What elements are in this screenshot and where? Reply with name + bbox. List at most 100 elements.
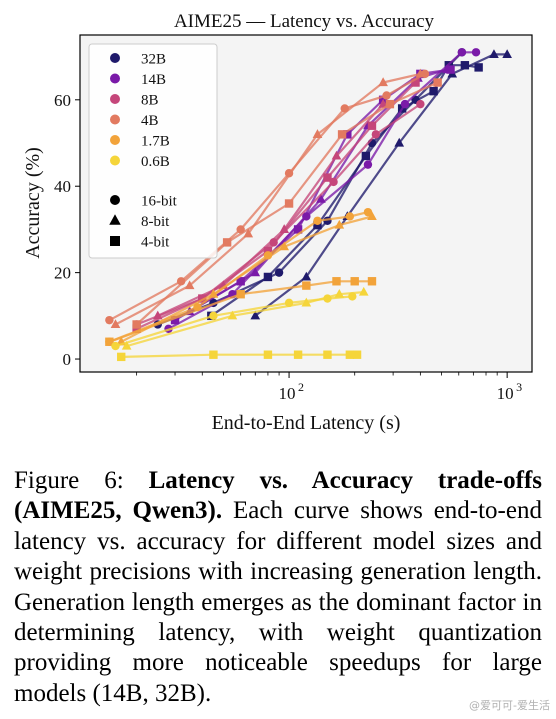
data-point: [184, 280, 195, 290]
caption-bold: Latency vs. Accuracy trade-offs (AIME25,…: [14, 467, 542, 525]
chart-title: AIME25 — Latency vs. Accuracy: [174, 11, 435, 32]
data-point: [263, 350, 273, 359]
data-point: [301, 297, 312, 307]
series-0.6B-8-bit: [121, 286, 369, 350]
data-point: [312, 129, 323, 138]
legend-marker-32B: [110, 53, 120, 63]
legend-label-4B: 4B: [141, 113, 159, 129]
data-point: [250, 267, 261, 277]
series-0.6B-4-bit: [117, 350, 362, 362]
data-point: [502, 49, 512, 59]
data-point: [367, 277, 377, 286]
x-tick-exponent: 3: [516, 380, 522, 394]
legend-marker-8B: [110, 94, 120, 104]
data-point: [316, 193, 326, 203]
data-point: [345, 212, 355, 221]
series-4B-8-bit: [110, 68, 426, 329]
legend-label-4-bit: 4-bit: [141, 235, 170, 251]
legend-label-32B: 32B: [141, 52, 166, 68]
data-point: [279, 241, 290, 251]
legend-marker-4B: [110, 114, 120, 125]
chart-figure: AIME25 — Latency vs. Accuracy 0 20 40 60 10 2…: [22, 11, 533, 434]
data-point: [323, 173, 332, 182]
data-point: [236, 277, 245, 286]
data-point: [457, 48, 467, 57]
legend-box: [88, 43, 218, 259]
data-point: [411, 78, 420, 87]
data-point: [323, 350, 332, 359]
data-point: [352, 350, 362, 359]
data-point: [385, 99, 395, 109]
legend-label-14B: 14B: [141, 72, 166, 88]
data-point: [367, 121, 377, 130]
data-point: [446, 65, 455, 74]
data-point: [117, 352, 126, 362]
data-point: [371, 130, 381, 139]
data-point: [378, 77, 388, 87]
data-point: [105, 337, 114, 346]
figure-caption: Figure 6: Latency vs. Accuracy trade-off…: [14, 466, 542, 709]
data-point: [110, 319, 121, 329]
legend-marker-16-bit: [110, 195, 120, 205]
data-point: [361, 151, 371, 161]
data-point: [400, 99, 410, 109]
data-point: [209, 311, 218, 321]
series-1.7B-4-bit: [105, 277, 377, 346]
data-point: [170, 315, 180, 325]
data-point: [345, 350, 355, 359]
data-point: [222, 238, 232, 247]
data-point: [313, 220, 322, 230]
data-point: [105, 315, 114, 325]
x-tick-label: 10: [279, 384, 296, 403]
data-point: [343, 130, 352, 139]
series-line: [114, 72, 421, 326]
data-point: [121, 340, 132, 350]
data-point: [367, 211, 377, 221]
series-1.7B-16-bit: [105, 207, 373, 346]
y-axis-label: Accuracy (%): [22, 147, 44, 259]
caption-body: Each curve shows end-to-end latency vs. …: [14, 497, 542, 707]
data-point: [111, 341, 120, 351]
data-point: [363, 207, 373, 217]
data-point: [313, 216, 322, 225]
data-point: [227, 310, 238, 320]
legend-label-0.6B: 0.6B: [141, 154, 170, 170]
x-tick-exponent: 2: [298, 380, 304, 394]
y-tick-label: 60: [54, 91, 71, 110]
data-point: [198, 294, 207, 303]
legend-marker-1.7B: [110, 135, 120, 145]
data-point: [263, 246, 273, 256]
data-point: [378, 98, 388, 108]
data-point: [236, 290, 245, 299]
y-tick-label: 20: [54, 264, 71, 283]
data-point: [363, 160, 373, 169]
data-point: [382, 91, 391, 100]
data-point: [358, 286, 369, 296]
series-0.6B-16-bit: [111, 292, 357, 351]
legend-label-8B: 8B: [141, 93, 159, 109]
data-point: [433, 78, 442, 87]
data-point: [208, 288, 219, 298]
legend-label-8-bit: 8-bit: [141, 214, 170, 230]
data-point: [301, 271, 312, 281]
caption-prefix: Figure 6:: [14, 467, 149, 494]
legend-label-16-bit: 16-bit: [141, 194, 178, 210]
data-point: [337, 130, 347, 139]
x-axis-label: End-to-End Latency (s): [212, 412, 401, 434]
data-point: [263, 272, 273, 282]
data-point: [293, 225, 303, 234]
data-point: [331, 150, 342, 160]
data-point: [350, 277, 359, 286]
y-tick-label: 0: [63, 350, 72, 369]
legend-marker-14B: [110, 73, 120, 84]
data-point: [471, 48, 481, 57]
series-8B-4-bit: [132, 78, 420, 333]
data-point: [274, 268, 284, 277]
data-point: [429, 86, 438, 96]
data-point: [250, 310, 261, 320]
data-point: [460, 61, 470, 70]
series-line: [136, 81, 417, 330]
series-1.7B-8-bit: [116, 211, 377, 346]
